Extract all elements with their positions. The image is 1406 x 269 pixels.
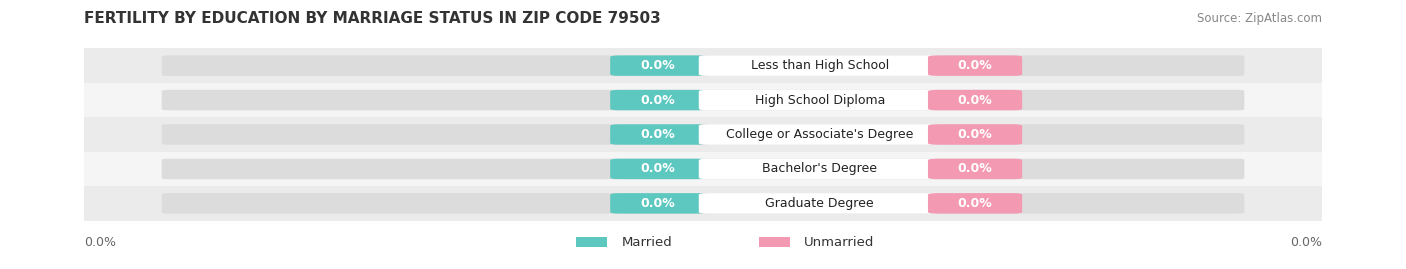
FancyBboxPatch shape xyxy=(697,90,707,110)
FancyBboxPatch shape xyxy=(928,55,1022,76)
FancyBboxPatch shape xyxy=(699,159,941,179)
Text: High School Diploma: High School Diploma xyxy=(755,94,884,107)
Text: 0.0%: 0.0% xyxy=(640,162,675,175)
FancyBboxPatch shape xyxy=(697,56,707,75)
Text: 0.0%: 0.0% xyxy=(957,197,993,210)
Text: 0.0%: 0.0% xyxy=(640,128,675,141)
FancyBboxPatch shape xyxy=(162,193,1244,214)
FancyBboxPatch shape xyxy=(928,124,1022,145)
FancyBboxPatch shape xyxy=(697,125,707,144)
Text: 0.0%: 0.0% xyxy=(84,236,117,249)
FancyBboxPatch shape xyxy=(610,159,704,179)
Text: Unmarried: Unmarried xyxy=(804,236,875,249)
FancyBboxPatch shape xyxy=(697,159,707,179)
Text: 0.0%: 0.0% xyxy=(957,94,993,107)
FancyBboxPatch shape xyxy=(84,48,1322,83)
FancyBboxPatch shape xyxy=(759,237,790,247)
Text: Married: Married xyxy=(621,236,672,249)
Text: 0.0%: 0.0% xyxy=(957,128,993,141)
FancyBboxPatch shape xyxy=(84,186,1322,221)
Text: 0.0%: 0.0% xyxy=(640,197,675,210)
Text: Graduate Degree: Graduate Degree xyxy=(765,197,875,210)
FancyBboxPatch shape xyxy=(610,55,704,76)
FancyBboxPatch shape xyxy=(699,56,709,75)
FancyBboxPatch shape xyxy=(699,90,709,110)
FancyBboxPatch shape xyxy=(699,194,709,213)
FancyBboxPatch shape xyxy=(699,193,941,214)
Text: 0.0%: 0.0% xyxy=(640,94,675,107)
FancyBboxPatch shape xyxy=(84,152,1322,186)
Text: Less than High School: Less than High School xyxy=(751,59,889,72)
FancyBboxPatch shape xyxy=(928,193,1022,214)
FancyBboxPatch shape xyxy=(610,90,704,110)
FancyBboxPatch shape xyxy=(162,159,1244,179)
FancyBboxPatch shape xyxy=(699,124,941,145)
Text: Bachelor's Degree: Bachelor's Degree xyxy=(762,162,877,175)
Text: 0.0%: 0.0% xyxy=(640,59,675,72)
Text: 0.0%: 0.0% xyxy=(1289,236,1322,249)
FancyBboxPatch shape xyxy=(84,117,1322,152)
FancyBboxPatch shape xyxy=(610,124,704,145)
FancyBboxPatch shape xyxy=(699,90,941,110)
FancyBboxPatch shape xyxy=(610,193,704,214)
FancyBboxPatch shape xyxy=(699,159,709,179)
FancyBboxPatch shape xyxy=(699,55,941,76)
FancyBboxPatch shape xyxy=(162,55,1244,76)
Text: College or Associate's Degree: College or Associate's Degree xyxy=(725,128,914,141)
FancyBboxPatch shape xyxy=(699,125,709,144)
Text: 0.0%: 0.0% xyxy=(957,59,993,72)
FancyBboxPatch shape xyxy=(84,83,1322,117)
FancyBboxPatch shape xyxy=(576,237,607,247)
FancyBboxPatch shape xyxy=(697,194,707,213)
FancyBboxPatch shape xyxy=(162,90,1244,110)
Text: FERTILITY BY EDUCATION BY MARRIAGE STATUS IN ZIP CODE 79503: FERTILITY BY EDUCATION BY MARRIAGE STATU… xyxy=(84,11,661,26)
Text: Source: ZipAtlas.com: Source: ZipAtlas.com xyxy=(1197,12,1322,25)
FancyBboxPatch shape xyxy=(928,90,1022,110)
FancyBboxPatch shape xyxy=(928,159,1022,179)
Text: 0.0%: 0.0% xyxy=(957,162,993,175)
FancyBboxPatch shape xyxy=(162,124,1244,145)
